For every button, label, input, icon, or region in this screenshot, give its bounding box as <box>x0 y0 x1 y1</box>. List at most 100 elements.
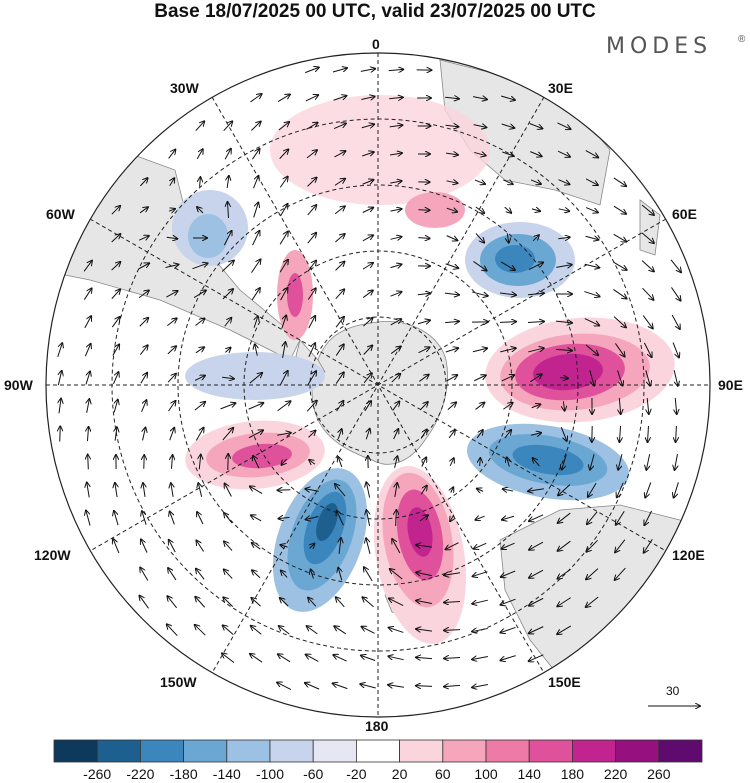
wind-vector <box>336 597 345 608</box>
wind-vector <box>168 150 176 159</box>
wind-vector <box>366 429 369 440</box>
wind-vector <box>584 291 599 297</box>
wind-vector <box>334 179 345 186</box>
wind-vector <box>361 96 374 99</box>
wind-vector <box>362 152 374 156</box>
wind-vector <box>445 263 459 268</box>
colorbar-swatch <box>312 739 357 763</box>
wind-vector <box>420 430 427 439</box>
wind-vector <box>585 178 598 185</box>
wind-vector <box>615 343 624 356</box>
wind-vector <box>558 540 571 551</box>
wind-vector <box>674 482 679 497</box>
anomaly-blue-west <box>185 352 325 400</box>
wind-vector <box>251 515 262 522</box>
reference-vector-label: 30 <box>666 684 680 698</box>
wind-vector <box>555 321 572 323</box>
wind-vector <box>448 430 455 439</box>
wind-vector <box>450 514 454 521</box>
land-south-america <box>46 149 301 361</box>
wind-vector <box>85 371 90 385</box>
wind-vector <box>420 486 427 495</box>
wind-vector <box>501 375 514 382</box>
wind-vector <box>613 233 627 241</box>
wind-vector <box>500 348 516 353</box>
wind-vector <box>558 484 571 496</box>
colorbar <box>53 739 703 763</box>
wind-vector <box>477 489 484 492</box>
wind-vector <box>307 626 318 635</box>
wind-vector <box>86 511 91 526</box>
wind-vector <box>615 539 626 553</box>
meridian-lines <box>46 53 710 717</box>
wind-vector <box>165 265 179 268</box>
wind-vector <box>255 344 258 356</box>
wind-vector <box>250 94 261 103</box>
colorbar-swatch <box>183 739 228 763</box>
wind-vector <box>560 378 568 379</box>
lon-label-60w: 60W <box>46 206 75 222</box>
wind-vector <box>250 486 263 495</box>
wind-vector <box>168 209 175 211</box>
wind-vector <box>334 206 345 215</box>
colorbar-tick-label: -60 <box>303 766 324 782</box>
wind-vector <box>360 684 376 689</box>
wind-vector <box>361 655 376 661</box>
wind-vector <box>335 289 344 300</box>
wind-vector <box>474 542 487 548</box>
colorbar-swatch <box>399 739 444 763</box>
wind-vector <box>248 430 263 439</box>
wind-vector <box>446 153 458 155</box>
wind-vector <box>333 655 347 662</box>
wind-vector <box>585 150 598 158</box>
wind-vector <box>445 542 459 550</box>
wind-vector <box>199 455 200 470</box>
wind-vector <box>84 316 91 329</box>
wind-vector <box>223 231 231 246</box>
wind-vector <box>253 456 260 469</box>
wind-vector <box>532 235 539 242</box>
wind-vector <box>444 293 459 295</box>
wind-vector <box>503 489 514 491</box>
wind-vector <box>305 683 320 690</box>
wind-vector <box>529 654 544 661</box>
wind-vector <box>140 178 147 187</box>
map-disc <box>46 53 710 717</box>
wind-vector <box>168 568 177 581</box>
wind-vector <box>590 454 595 469</box>
wind-vector <box>279 149 289 159</box>
wind-vector <box>306 655 319 662</box>
wind-vector <box>170 512 175 525</box>
brand-registered-mark: ® <box>738 34 746 45</box>
colorbar-tick-label: 60 <box>435 766 451 782</box>
wind-vector <box>531 404 541 407</box>
wind-vector <box>557 568 571 578</box>
wind-vector <box>87 399 90 413</box>
wind-vector <box>392 401 400 411</box>
wind-vector <box>115 427 117 441</box>
wind-vector <box>416 601 432 604</box>
wind-vector <box>224 513 233 524</box>
wind-vector <box>310 544 315 549</box>
wind-vector <box>140 373 147 384</box>
wind-vector <box>362 235 373 242</box>
wind-vector <box>250 654 263 663</box>
wind-vector <box>445 348 458 353</box>
wind-vector <box>252 231 260 246</box>
wind-vector <box>585 236 599 240</box>
wind-vector <box>194 402 205 411</box>
colorbar-swatch <box>96 739 141 763</box>
colorbar-tick-label: -260 <box>83 766 112 782</box>
lon-label-150e: 150E <box>548 674 581 690</box>
land-australia <box>499 504 710 717</box>
wind-vector <box>222 653 235 664</box>
wind-vector <box>224 541 233 551</box>
wind-vector <box>391 374 400 383</box>
wind-vector <box>444 685 461 686</box>
wind-vector <box>445 125 459 126</box>
wind-vector <box>248 403 264 410</box>
wind-vector <box>193 290 206 299</box>
wind-vector <box>673 370 678 386</box>
wind-vector <box>501 123 515 128</box>
wind-vector <box>416 572 432 575</box>
